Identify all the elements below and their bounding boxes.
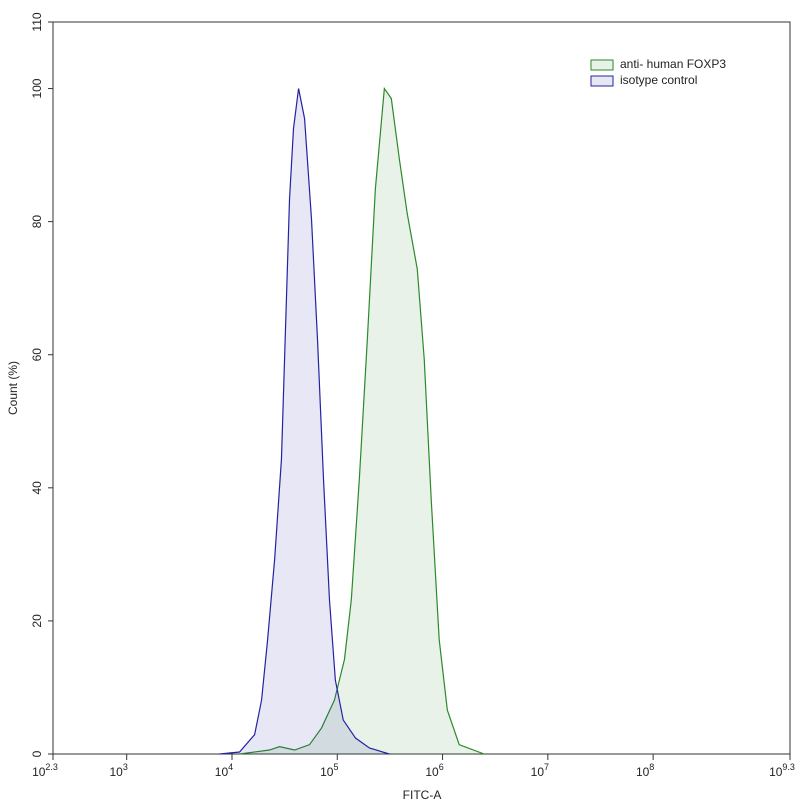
x-axis-label: FITC-A [403,788,442,802]
legend-label: anti- human FOXP3 [620,57,726,71]
x-tick-power: 5 [333,762,338,772]
x-tick-base: 10 [32,765,46,779]
x-tick-power: 4 [228,762,233,772]
y-tick-label: 0 [30,750,44,757]
x-tick-label: 108 [636,762,654,779]
x-tick-base: 10 [636,765,650,779]
x-tick-label: 103 [110,762,128,779]
x-tick-label: 104 [215,762,233,779]
y-tick-label: 60 [30,348,44,362]
x-tick-power: 8 [649,762,654,772]
y-tick-label: 20 [30,614,44,628]
legend-label: isotype control [620,73,697,87]
x-tick-base: 10 [531,765,545,779]
x-tick-label: 106 [425,762,443,779]
x-tick-power: 7 [544,762,549,772]
y-tick-label: 80 [30,215,44,229]
x-tick-power: 6 [439,762,444,772]
y-axis-label: Count (%) [6,361,20,415]
x-tick-base: 10 [320,765,334,779]
area-line [219,88,390,755]
x-tick-power: 2.3 [45,762,58,772]
x-tick-power: 9.3 [782,762,795,772]
x-tick-label: 102.3 [32,762,58,779]
x-tick-power: 3 [123,762,128,772]
x-tick-base: 10 [425,765,439,779]
x-tick-base: 10 [215,765,229,779]
area-fill [239,88,485,754]
legend-swatch [590,75,614,87]
area-fill [219,88,390,754]
y-tick-label: 100 [30,78,44,98]
x-tick-label: 105 [320,762,338,779]
area-line [239,86,485,755]
x-tick-label: 109.3 [769,762,795,779]
x-tick-base: 10 [769,765,783,779]
y-tick-label: 110 [30,12,44,31]
x-tick-base: 10 [110,765,124,779]
x-tick-label: 107 [531,762,549,779]
y-tick-label: 40 [30,481,44,495]
legend-swatch [590,59,614,71]
plot-frame [52,21,791,755]
